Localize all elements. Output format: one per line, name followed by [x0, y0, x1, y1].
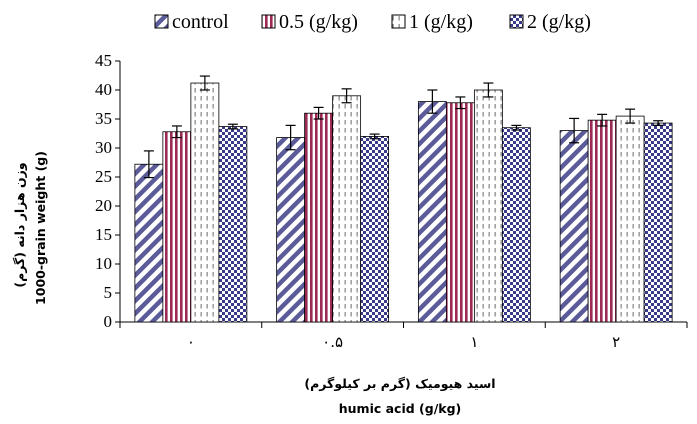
x-tick-label: ۰.۵: [322, 333, 343, 351]
legend-label: control: [172, 11, 229, 33]
y-tick-label: 15: [95, 225, 112, 244]
legend-swatch: [154, 14, 169, 29]
x-axis-title-fa: اسید هیومیک (گرم بر کیلوگرم): [304, 376, 495, 392]
legend-label: 1 (g/kg): [409, 11, 473, 33]
bar: [332, 95, 362, 323]
y-axis-title: 1000-grain weight (g): [33, 151, 48, 305]
axes: 0 5 10 15 20 25 30 35 40 45 ۰ ۰.۵ ۱ ۲: [95, 51, 688, 351]
y-tick-label: 10: [95, 254, 112, 273]
bars: [134, 82, 673, 323]
bar: [276, 137, 306, 323]
y-axis-title-fa: وزن هزار دانه (گرم): [12, 162, 28, 287]
bar: [218, 126, 248, 323]
x-tick-label: ۲: [612, 333, 620, 351]
legend-label: 2 (g/kg): [527, 11, 591, 33]
bar: [445, 102, 475, 323]
bar: [360, 135, 390, 323]
y-tick-label: 40: [95, 80, 112, 99]
bar: [559, 130, 589, 323]
x-tick-label: ۱: [470, 333, 478, 351]
legend-swatch: [509, 14, 524, 29]
y-tick-label: 30: [95, 138, 112, 157]
error-bars: [143, 75, 664, 179]
bar: [304, 112, 334, 323]
bar: [417, 101, 447, 323]
bar: [501, 127, 531, 323]
y-tick-label: 5: [104, 283, 113, 302]
y-tick-label: 20: [95, 196, 112, 215]
legend: control 0.5 (g/kg) 1 (g/kg) 2 (g/kg): [154, 11, 591, 33]
legend-label: 0.5 (g/kg): [279, 11, 358, 33]
bar: [615, 115, 645, 323]
x-tick-label: ۰: [187, 333, 195, 351]
legend-swatch: [391, 14, 406, 29]
bar: [643, 122, 673, 323]
y-tick-label: 45: [95, 51, 112, 70]
bar: [587, 119, 617, 323]
bar: [190, 82, 220, 323]
y-tick-label: 35: [95, 109, 112, 128]
y-tick-label: 0: [104, 312, 113, 331]
bar: [473, 89, 503, 323]
bar: [162, 131, 192, 323]
y-tick-label: 25: [95, 167, 112, 186]
legend-swatch: [261, 14, 276, 29]
bar: [134, 163, 164, 323]
x-axis-title: humic acid (g/kg): [339, 401, 462, 416]
